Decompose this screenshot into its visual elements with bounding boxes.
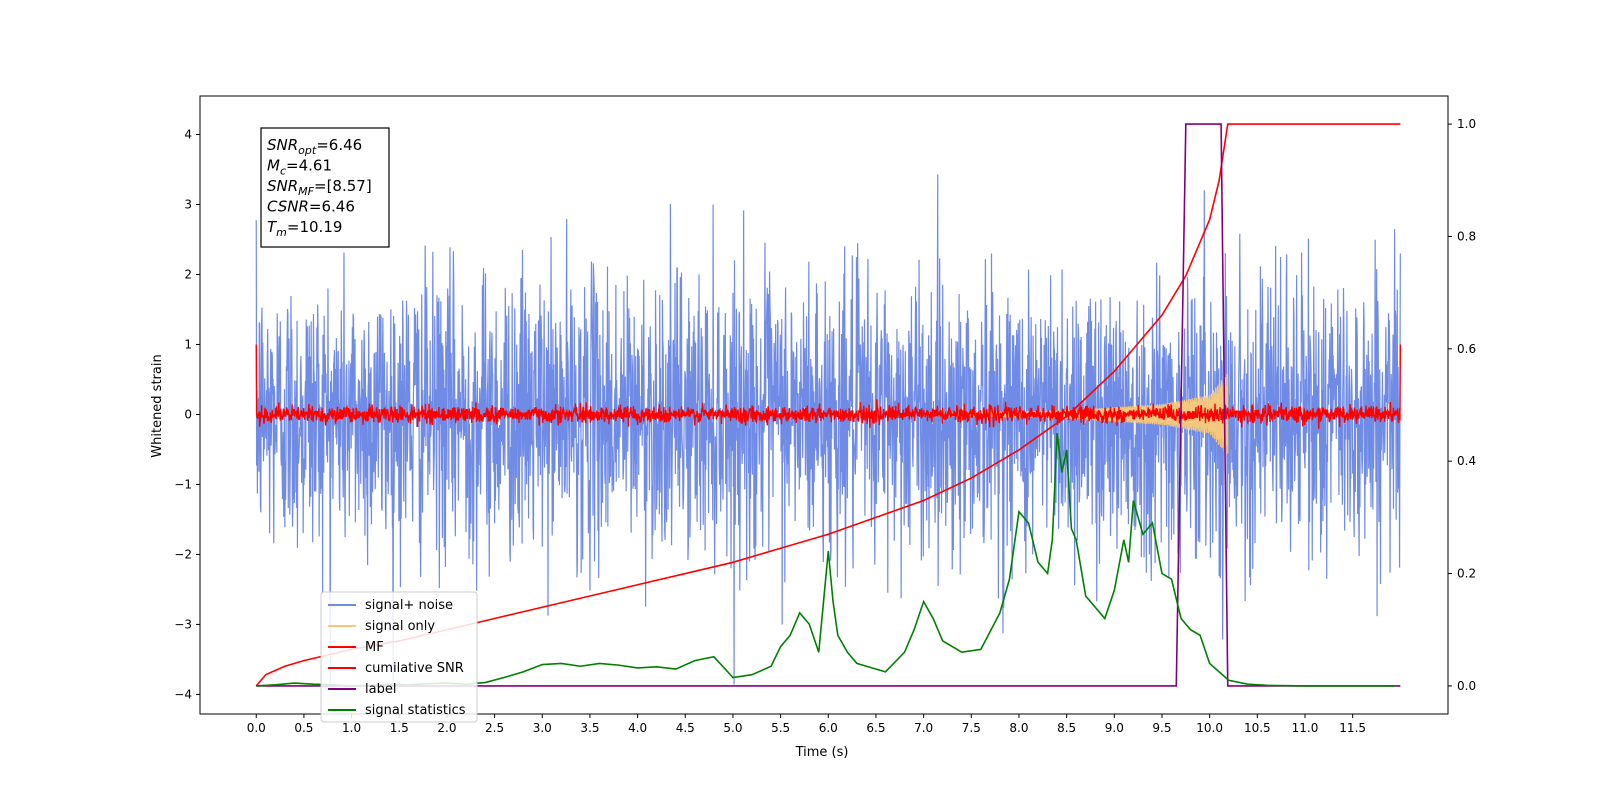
- y-tick-label: 3: [184, 197, 192, 211]
- x-tick-label: 7.0: [914, 721, 933, 735]
- x-tick-label: 1.5: [390, 721, 409, 735]
- x-tick-label: 4.0: [628, 721, 647, 735]
- x-tick-label: 5.0: [723, 721, 742, 735]
- y2-tick-label: 0.0: [1457, 679, 1476, 693]
- legend-label: MF: [365, 640, 384, 655]
- x-tick-label: 0.0: [247, 721, 266, 735]
- x-tick-label: 5.5: [771, 721, 790, 735]
- legend: signal+ noise signal only MF cumilative SNR…: [320, 591, 478, 723]
- y2-tick-label: 1.0: [1457, 117, 1476, 131]
- y-tick-label: −2: [174, 547, 192, 561]
- x-tick-label: 2.0: [437, 721, 456, 735]
- legend-label: label: [365, 682, 396, 697]
- x-tick-label: 11.0: [1292, 721, 1319, 735]
- x-tick-label: 8.5: [1057, 721, 1076, 735]
- annotation-frame: [260, 127, 390, 248]
- y-tick-label: −3: [174, 617, 192, 631]
- x-axis: 0.0 0.5 1.0 1.5 2.0 2.5 3.0 3.5 4.0 4.5 5.0 5.5 6.0 6…: [247, 714, 1366, 735]
- x-tick-label: 10.0: [1196, 721, 1223, 735]
- y2-tick-label: 0.6: [1457, 342, 1476, 356]
- annotation-line: SNRMF=[8.57]: [267, 177, 372, 198]
- x-tick-label: 6.0: [819, 721, 838, 735]
- x-tick-label: 4.5: [676, 721, 695, 735]
- legend-frame: [320, 591, 478, 723]
- y-tick-label: −1: [174, 477, 192, 491]
- y-axis-right: 1.0 0.8 0.6 0.4 0.2 0.0: [1448, 117, 1476, 693]
- legend-label: cumilative SNR: [365, 661, 464, 676]
- x-tick-label: 11.5: [1339, 721, 1366, 735]
- x-tick-label: 0.5: [294, 721, 313, 735]
- x-tick-label: 1.0: [342, 721, 361, 735]
- x-tick-label: 9.0: [1105, 721, 1124, 735]
- y-tick-label: 0: [184, 407, 192, 421]
- y2-tick-label: 0.2: [1457, 567, 1476, 581]
- legend-label: signal+ noise: [365, 598, 453, 613]
- x-tick-label: 8.0: [1009, 721, 1028, 735]
- y-axis-left: 4 3 2 1 0 −1 −2 −3 −4: [174, 127, 200, 701]
- x-tick-label: 7.5: [962, 721, 981, 735]
- x-tick-label: 3.0: [533, 721, 552, 735]
- y-tick-label: 2: [184, 267, 192, 281]
- y-tick-label: 1: [184, 337, 192, 351]
- y-tick-label: −4: [174, 687, 192, 701]
- x-tick-label: 3.5: [580, 721, 599, 735]
- legend-label: signal only: [365, 619, 435, 634]
- x-tick-label: 10.5: [1244, 721, 1271, 735]
- plot-frame: [199, 95, 1449, 715]
- annotation-line: SNRopt=6.46: [267, 136, 362, 157]
- y-tick-label: 4: [184, 127, 192, 141]
- x-tick-label: 2.5: [485, 721, 504, 735]
- x-tick-label: 6.5: [866, 721, 885, 735]
- annotation-line: Tm=10.19: [267, 218, 342, 239]
- series-2: [255, 344, 1402, 429]
- annotation-line: Mc=4.61: [267, 157, 332, 178]
- series-0: [255, 174, 1401, 688]
- y-axis-label: Whitened strain: [150, 354, 165, 457]
- y2-tick-label: 0.4: [1457, 454, 1476, 468]
- series-4: [256, 123, 1401, 687]
- annotation-line: CSNR=6.46: [267, 198, 355, 216]
- x-axis-label: Time (s): [795, 745, 849, 760]
- y2-tick-label: 0.8: [1457, 229, 1476, 243]
- series-5: [256, 432, 1396, 687]
- x-tick-label: 9.5: [1152, 721, 1171, 735]
- legend-label: signal statistics: [365, 703, 466, 718]
